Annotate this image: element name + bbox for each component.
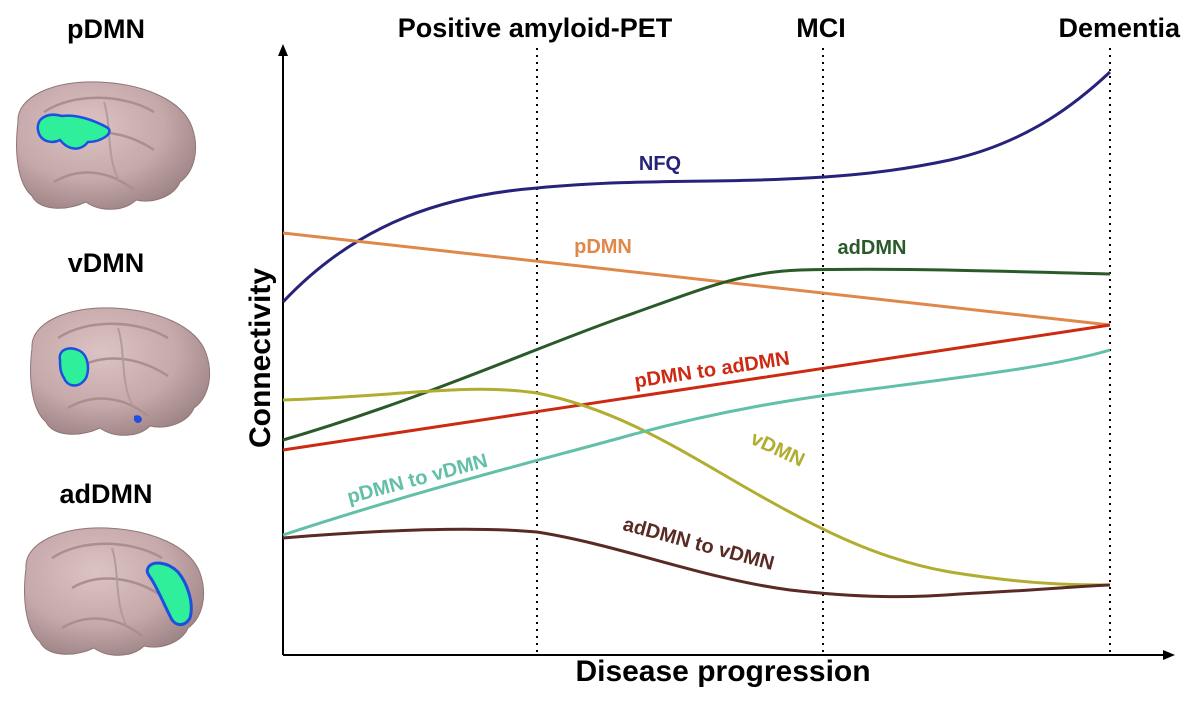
pdmn-region — [36, 113, 111, 150]
brain-label-vdmn: vDMN — [68, 248, 145, 278]
curve-pdmn-to-vdmn — [282, 348, 1111, 537]
x-axis-arrow — [1163, 650, 1175, 660]
curve-label-pdmn: pDMN — [574, 236, 632, 258]
stage-label-amyloid: Positive amyloid-PET — [398, 13, 673, 43]
y-axis-label: Connectivity — [244, 268, 277, 448]
curve-addmn — [282, 267, 1111, 442]
brain-label-pdmn: pDMN — [67, 14, 145, 44]
curve-addmn-to-vdmn — [282, 527, 1111, 599]
curve-label-addmn-to-vdmn: adDMN to vDMN — [621, 513, 777, 575]
vdmn-brain-image — [29, 306, 211, 437]
curve-pdmn — [282, 231, 1111, 327]
x-axis-label: Disease progression — [575, 655, 870, 688]
curve-label-nfq: NFQ — [639, 153, 681, 175]
addmn-brain-image — [23, 526, 205, 657]
curve-nfq — [281, 70, 1112, 304]
curve-label-vdmn: vDMN — [747, 428, 808, 472]
vdmn-region — [58, 347, 90, 387]
y-axis-arrow — [278, 44, 288, 56]
curve-vdmn — [282, 387, 1111, 587]
vdmn-region-small — [134, 415, 142, 423]
brain-label-addmn: adDMN — [60, 479, 153, 509]
stage-label-dementia: Dementia — [1058, 13, 1181, 43]
pdmn-brain-image — [15, 80, 197, 211]
stage-label-mci: MCI — [796, 13, 846, 43]
curve-pdmn-to-addmn — [282, 323, 1111, 452]
curve-label-addmn: adDMN — [838, 237, 907, 259]
addmn-region — [145, 561, 193, 626]
